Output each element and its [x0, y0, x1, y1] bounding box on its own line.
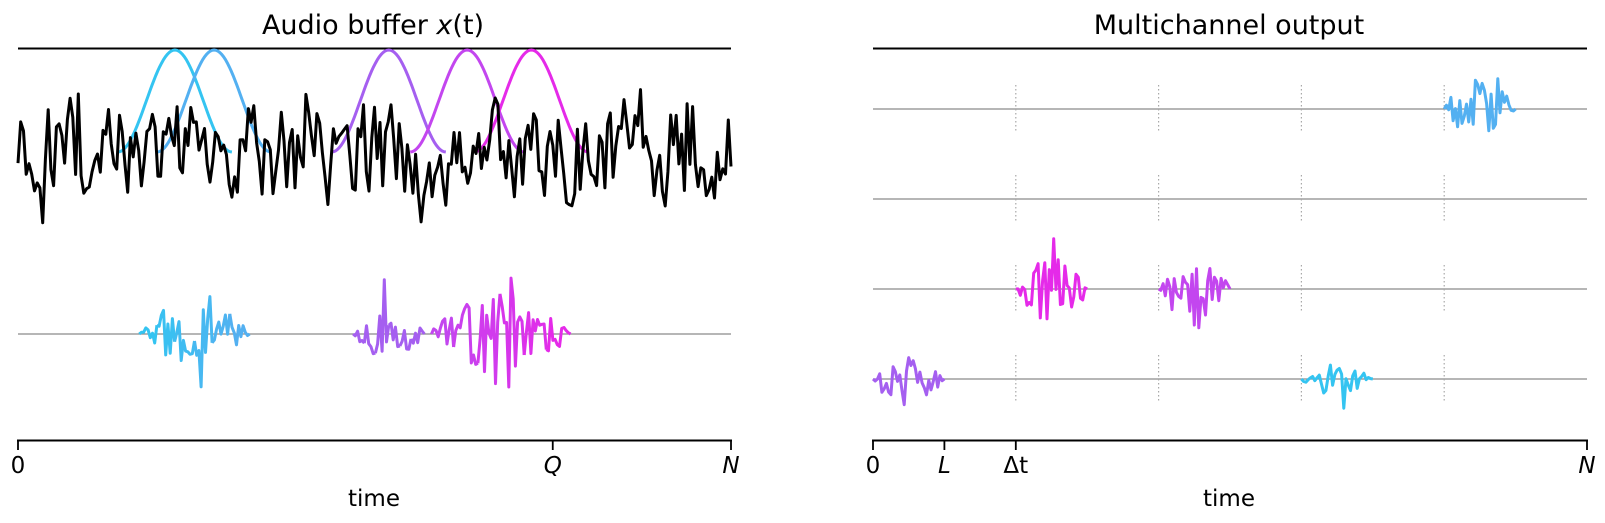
windowed-frames: [138, 276, 572, 389]
frame-waveform: [362, 324, 376, 356]
window-curve: [474, 48, 589, 154]
right-x-axis-label: time: [1203, 486, 1255, 512]
frame-waveform: [409, 326, 426, 345]
frame-waveform: [387, 321, 401, 349]
right-panel-title: Multichannel output: [1094, 10, 1364, 41]
frame-waveform: [452, 302, 479, 366]
frame-waveform: [545, 317, 572, 353]
channel-frame-waveform: [1300, 363, 1374, 410]
channel-3: [873, 237, 1587, 330]
right-panel: Multichannel output 0 L Δt N time: [866, 10, 1596, 512]
channel-2: [873, 175, 1587, 223]
frame-waveform: [398, 329, 413, 351]
frame-waveform: [228, 313, 251, 347]
channel-frame-waveform: [1015, 237, 1088, 321]
right-x-ticks: 0 L Δt N: [866, 440, 1596, 479]
tick-label: N: [1578, 453, 1595, 479]
left-panel-title: Audio buffer x(t): [262, 10, 484, 41]
frame-waveform: [193, 295, 214, 389]
left-panel: Audio buffer x(t) 0 Q N time: [11, 10, 740, 512]
left-x-ticks: 0 Q N: [11, 440, 740, 479]
frame-waveform: [352, 329, 366, 345]
channel-frame-waveform: [871, 356, 946, 407]
frame-waveform: [138, 325, 159, 345]
frame-waveform: [210, 313, 232, 344]
frame-waveform: [173, 320, 196, 362]
output-channels: [871, 77, 1587, 410]
frame-waveform: [373, 278, 391, 354]
tick-label: 0: [11, 453, 26, 479]
tick-label: N: [722, 453, 739, 479]
window-curve: [117, 48, 233, 154]
channel-4: [871, 355, 1587, 410]
audio-signal-waveform: [16, 88, 733, 225]
frame-waveform: [430, 316, 456, 348]
channel-frame-waveform: [1442, 77, 1517, 133]
tick-label: Δt: [1003, 453, 1028, 479]
frame-waveform: [522, 311, 548, 356]
frame-waveform: [476, 293, 502, 386]
channel-1: [873, 77, 1587, 133]
frame-waveform: [156, 308, 177, 357]
window-curve: [409, 48, 525, 154]
tick-label: 0: [866, 453, 881, 479]
frame-waveform: [498, 276, 526, 389]
channel-frame-waveform: [1157, 267, 1232, 330]
tick-label: Q: [544, 453, 562, 479]
left-x-axis-label: time: [348, 486, 400, 512]
tick-label: L: [938, 453, 951, 479]
window-curve: [331, 48, 447, 154]
